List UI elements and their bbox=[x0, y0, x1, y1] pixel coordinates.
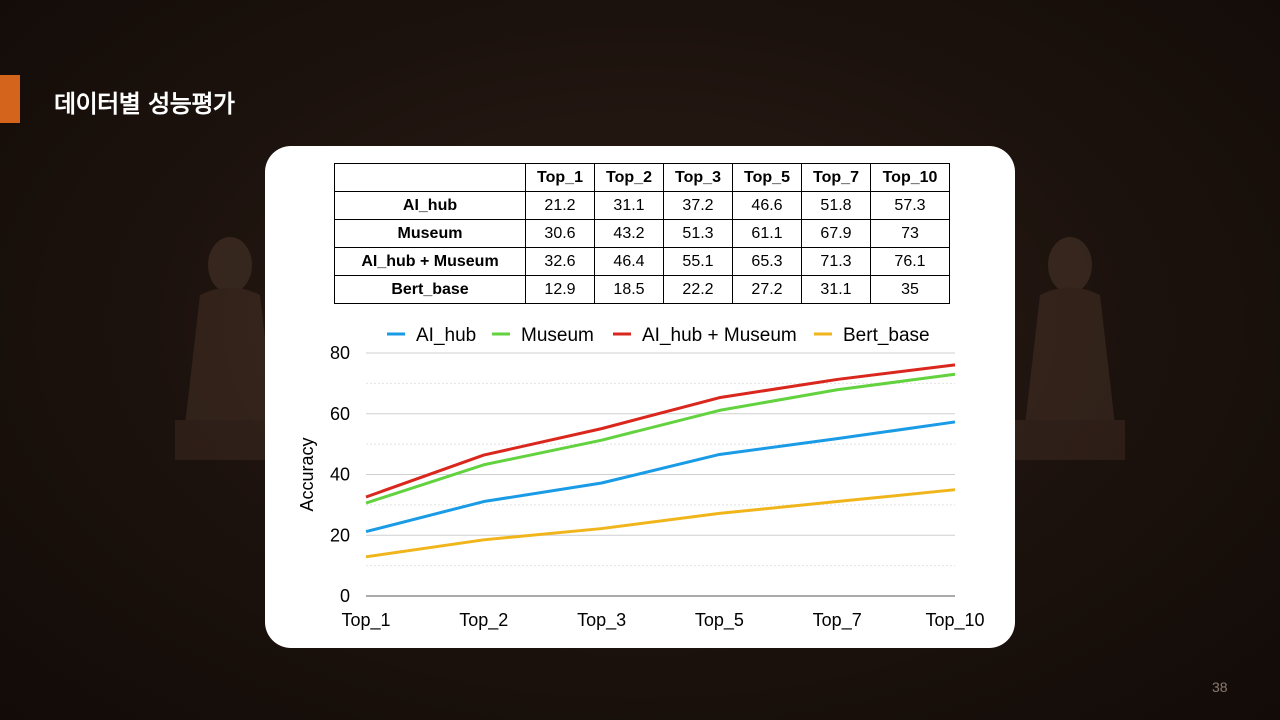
results-card: Top_1 Top_2 Top_3 Top_5 Top_7 Top_10 AI_… bbox=[265, 146, 1015, 648]
legend-entry: AI_hub bbox=[416, 325, 476, 346]
x-tick-label: Top_10 bbox=[925, 610, 984, 631]
legend-entry: AI_hub + Museum bbox=[642, 325, 797, 346]
series-line-ai-hub-museum bbox=[365, 363, 956, 499]
x-tick-label: Top_2 bbox=[459, 610, 508, 631]
table-header-row: Top_1 Top_2 Top_3 Top_5 Top_7 Top_10 bbox=[334, 163, 950, 192]
table-cell: 73 bbox=[870, 219, 950, 248]
x-tick-label: Top_5 bbox=[695, 610, 744, 631]
table-cell: 76.1 bbox=[870, 247, 950, 276]
table-cell: 51.3 bbox=[663, 219, 733, 248]
table-row-label: Bert_base bbox=[334, 275, 526, 304]
y-tick-label: 80 bbox=[330, 343, 350, 363]
page-number: 38 bbox=[1212, 679, 1228, 695]
table-cell: 22.2 bbox=[663, 275, 733, 304]
table-cell: 27.2 bbox=[732, 275, 802, 304]
x-tick-label: Top_1 bbox=[341, 610, 390, 631]
table-cell: 31.1 bbox=[801, 275, 871, 304]
x-tick-label: Top_7 bbox=[813, 610, 862, 631]
y-tick-label: 60 bbox=[330, 404, 350, 424]
accuracy-line-chart: 0 20 40 60 80 Top_1 Top_2 Top_3 Top_5 Top_7 Top_10… bbox=[297, 325, 985, 631]
table-header-cell bbox=[334, 163, 526, 192]
series-line-bert-base bbox=[365, 488, 956, 559]
statue-right-image bbox=[1015, 237, 1125, 460]
table-header-cell: Top_3 bbox=[663, 163, 733, 192]
results-table: Top_1 Top_2 Top_3 Top_5 Top_7 Top_10 AI_… bbox=[334, 163, 950, 304]
table-header-cell: Top_10 bbox=[870, 163, 950, 192]
table-cell: 21.2 bbox=[525, 191, 595, 220]
table-cell: 35 bbox=[870, 275, 950, 304]
series-line-ai-hub bbox=[365, 420, 956, 534]
y-axis-label: Accuracy bbox=[297, 437, 317, 511]
x-tick-label: Top_3 bbox=[577, 610, 626, 631]
y-tick-label: 0 bbox=[340, 586, 350, 606]
slide-title: 데이터별 성능평가 bbox=[54, 90, 235, 118]
table-cell: 65.3 bbox=[732, 247, 802, 276]
legend-entry: Bert_base bbox=[843, 325, 930, 346]
table-cell: 18.5 bbox=[594, 275, 664, 304]
table-cell: 37.2 bbox=[663, 191, 733, 220]
series-line-museum bbox=[365, 372, 956, 505]
y-tick-label: 40 bbox=[330, 465, 350, 485]
table-header-cell: Top_7 bbox=[801, 163, 871, 192]
table-row: Bert_base 12.9 18.5 22.2 27.2 31.1 35 bbox=[334, 275, 950, 304]
table-row-label: Museum bbox=[334, 219, 526, 248]
y-tick-label: 20 bbox=[330, 525, 350, 545]
table-cell: 51.8 bbox=[801, 191, 871, 220]
table-cell: 12.9 bbox=[525, 275, 595, 304]
table-row: AI_hub + Museum 32.6 46.4 55.1 65.3 71.3… bbox=[334, 247, 950, 276]
table-cell: 32.6 bbox=[525, 247, 595, 276]
table-cell: 43.2 bbox=[594, 219, 664, 248]
table-cell: 55.1 bbox=[663, 247, 733, 276]
legend-entry: Museum bbox=[521, 325, 594, 346]
title-accent-bar bbox=[0, 75, 20, 123]
